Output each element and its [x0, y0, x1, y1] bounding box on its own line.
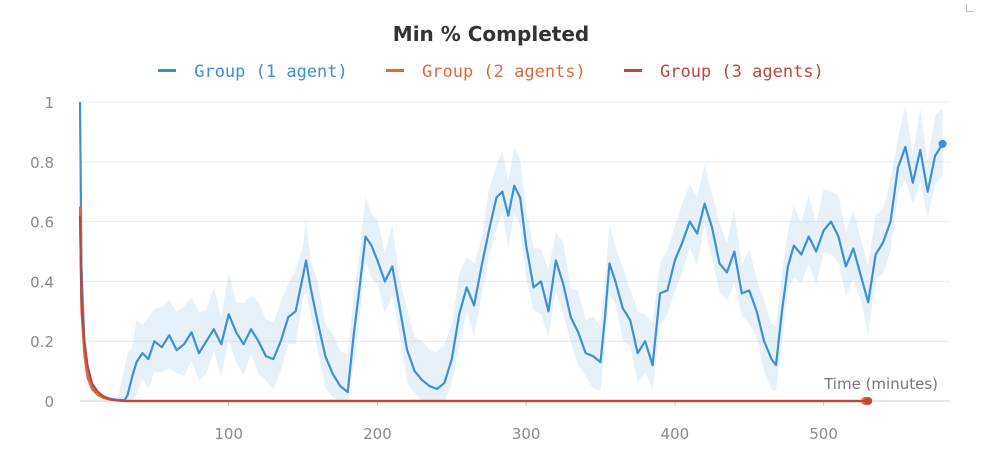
chart-title: Min % Completed — [392, 22, 590, 46]
x-tick-label: 200 — [363, 425, 392, 443]
series-3-line[interactable] — [78, 215, 869, 403]
legend-item-series-2[interactable]: Group (2 agents) — [386, 62, 586, 82]
x-tick-label: 100 — [214, 425, 243, 443]
x-tick-label: 400 — [661, 425, 690, 443]
series-1-line[interactable] — [78, 101, 944, 402]
series-lines — [78, 101, 947, 405]
legend-label-series-1: Group (1 agent) — [194, 62, 348, 82]
legend-swatch-series-1 — [158, 68, 177, 72]
series-1-end-point[interactable] — [938, 139, 947, 148]
legend-item-series-1[interactable]: Group (1 agent) — [158, 62, 348, 82]
legend-label-series-2: Group (2 agents) — [422, 62, 586, 82]
x-tick-label: 500 — [809, 425, 838, 443]
x-axis-label: Time (minutes) — [823, 375, 938, 393]
legend-item-series-3[interactable]: Group (3 agents) — [624, 62, 824, 82]
legend-label-series-3: Group (3 agents) — [660, 62, 824, 82]
y-tick-label: 1 — [44, 94, 54, 112]
grid-lines — [80, 101, 950, 342]
y-tick-label: 0 — [44, 393, 54, 411]
corner-resize-icon[interactable] — [966, 4, 974, 12]
x-tick-label: 300 — [512, 425, 541, 443]
legend-swatch-series-3 — [624, 68, 643, 72]
axis-labels: 0 0.2 0.4 0.6 0.8 1 100 200 300 400 500 Time (minut… — [30, 94, 938, 443]
series-3-end-point[interactable] — [864, 397, 873, 405]
y-tick-label: 0.8 — [30, 154, 54, 172]
confidence-bands — [80, 102, 943, 401]
legend-swatch-series-2 — [386, 68, 404, 72]
chart-legend: Group (1 agent) Group (2 agents) Group (… — [0, 62, 982, 82]
series-1-band — [80, 102, 943, 401]
y-tick-label: 0.6 — [30, 214, 54, 232]
y-tick-label: 0.4 — [30, 273, 54, 291]
y-tick-label: 0.2 — [30, 333, 54, 351]
